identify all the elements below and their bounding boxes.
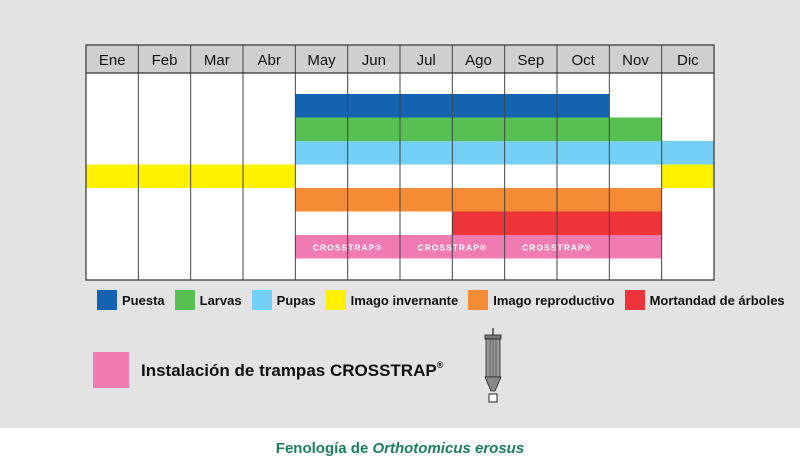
caption-prefix: Fenología de [275, 440, 373, 457]
legend-label-4: Imago reproductivo [493, 292, 615, 308]
bar-imago-invernante-1 [661, 164, 714, 188]
month-label-abr: Abr [257, 52, 280, 69]
month-label-feb: Feb [152, 52, 178, 69]
legend-item-4: Imago reproductivo [468, 290, 615, 310]
legend-item-1: Larvas [174, 290, 242, 310]
legend-item-0: Puesta [97, 290, 165, 310]
legend-swatch-5 [624, 290, 645, 310]
legend-label-0: Puesta [122, 292, 165, 308]
bar-imago-reproductivo-0 [295, 188, 662, 212]
legend-swatch-0 [97, 290, 117, 310]
legend-swatch-1 [174, 290, 195, 310]
registered-mark: ® [436, 359, 444, 370]
month-label-sep: Sep [517, 52, 544, 69]
month-label-oct: Oct [571, 52, 595, 69]
figure-caption: Fenología de Orthotomicus erosus [0, 440, 800, 457]
crosstrap-trap-icon [484, 328, 502, 403]
month-label-mar: Mar [204, 52, 230, 69]
month-label-jun: Jun [362, 52, 386, 69]
legend-label-2: Pupas [276, 292, 316, 308]
legend-label-3: Imago invernante [350, 292, 459, 308]
legend-swatch-2 [251, 290, 272, 310]
month-label-may: May [307, 52, 336, 69]
legend-item-2: Pupas [251, 290, 316, 310]
trap-installation-label: Instalación de trampas CROSSTRAP® [141, 360, 443, 381]
legend-label-1: Larvas [199, 292, 242, 308]
phenology-chart: Ene Feb Mar Abr May Jun Jul Ago Sep Oct Nov Dic CROS… [85, 44, 715, 281]
month-label-dic: Dic [677, 52, 699, 69]
month-label-ene: Ene [99, 52, 126, 69]
month-label-nov: Nov [622, 52, 649, 69]
caption-species: Orthotomicus erosus [372, 440, 525, 457]
trap-bar-label-7: CROSSTRAP® [418, 243, 488, 253]
trap-installation-text: Instalación de trampas CROSSTRAP [141, 360, 437, 380]
legend: Puesta Larvas Pupas Imago invernante Imago r… [97, 289, 785, 311]
legend-item-3: Imago invernante [325, 290, 459, 310]
chart-frame [85, 44, 715, 281]
trap-installation-swatch [93, 352, 129, 388]
legend-swatch-4 [468, 290, 489, 310]
legend-swatch-3 [325, 290, 346, 310]
legend-item-5: Mortandad de árboles [624, 290, 785, 310]
bar-larvas-0 [295, 117, 662, 141]
bar-crosstrap-0 [295, 235, 662, 259]
legend-label-5: Mortandad de árboles [649, 292, 785, 308]
month-label-ago: Ago [465, 52, 492, 69]
month-label-jul: Jul [417, 52, 436, 69]
trap-installation-legend: Instalación de trampas CROSSTRAP® [93, 352, 443, 388]
